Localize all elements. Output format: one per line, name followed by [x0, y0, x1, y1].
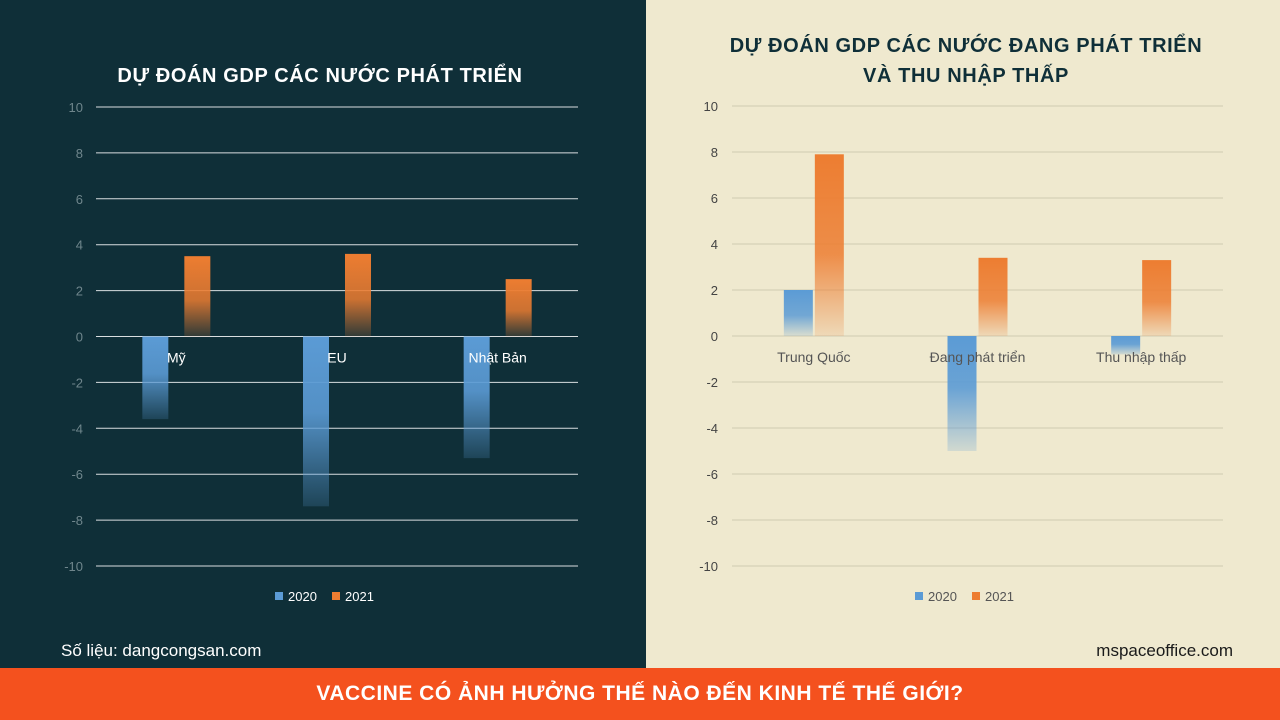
left-chart: 10 8 6 4 2 0 -2 -4 -6 -8 -10 Mỹ EU Nhật Bản 2020 2021: [64, 100, 578, 604]
website-text: mspaceoffice.com: [1096, 641, 1233, 660]
y-tick-label: 2: [711, 283, 718, 298]
bar-2021-1: [184, 256, 211, 337]
y-tick-label: -6: [706, 467, 718, 482]
y-tick-label: -6: [71, 467, 83, 482]
y-tick-label: -4: [706, 421, 718, 436]
bar-2020-1: [783, 290, 813, 336]
y-tick-label: 10: [704, 99, 718, 114]
right-chart-panel: DỰ ĐOÁN GDP CÁC NƯỚC ĐANG PHÁT TRIỂN VÀ …: [646, 0, 1280, 668]
y-tick-label: -10: [699, 559, 718, 574]
bar-2020-3: [463, 336, 490, 459]
y-tick-label: 2: [76, 284, 83, 299]
bar-2021-1: [814, 154, 844, 336]
left-chart-panel: DỰ ĐOÁN GDP CÁC NƯỚC PHÁT TRIỂN 10 8 6 4 2 0 -…: [0, 0, 646, 668]
y-tick-label: 0: [711, 329, 718, 344]
y-tick-label: -2: [71, 375, 83, 390]
legend-swatch-2021: [332, 592, 340, 600]
category-label: Thu nhập thấp: [1096, 349, 1187, 365]
right-chart-title: DỰ ĐOÁN GDP CÁC NƯỚC ĐANG PHÁT TRIỂN VÀ …: [729, 35, 1203, 87]
bar-2021-2: [345, 253, 371, 337]
category-label: Mỹ: [167, 350, 186, 366]
y-tick-label: 6: [711, 191, 718, 206]
bar-2021-2: [978, 257, 1008, 336]
y-tick-label: 6: [76, 192, 83, 207]
legend-swatch-2020: [915, 592, 923, 600]
legend-label-2020: 2020: [288, 589, 317, 604]
bar-2020-2: [947, 336, 977, 451]
category-label: Đang phát triển: [930, 349, 1026, 365]
legend-label-2020: 2020: [928, 589, 957, 604]
y-tick-label: 8: [711, 145, 718, 160]
left-chart-title: DỰ ĐOÁN GDP CÁC NƯỚC PHÁT TRIỂN: [117, 65, 523, 87]
y-tick-label: 10: [69, 100, 83, 115]
category-label: EU: [327, 350, 346, 366]
bar-2020-3: [1111, 336, 1141, 355]
bar-2021-3: [1142, 260, 1172, 336]
y-tick-label: -2: [706, 375, 718, 390]
bar-2020-1: [142, 336, 169, 420]
bar-2020-2: [303, 336, 329, 507]
y-tick-label: -4: [71, 421, 83, 436]
legend-label-2021: 2021: [345, 589, 374, 604]
legend-swatch-2020: [275, 592, 283, 600]
y-tick-label: 0: [76, 330, 83, 345]
y-tick-label: 4: [76, 238, 83, 253]
y-tick-label: -8: [71, 513, 83, 528]
y-tick-label: 4: [711, 237, 718, 252]
banner-text: VACCINE CÓ ẢNH HƯỞNG THẾ NÀO ĐẾN KINH TẾ…: [316, 682, 964, 705]
legend-swatch-2021: [972, 592, 980, 600]
source-text: Số liệu: dangcongsan.com: [61, 641, 262, 660]
y-tick-label: 8: [76, 146, 83, 161]
bottom-banner: VACCINE CÓ ẢNH HƯỞNG THẾ NÀO ĐẾN KINH TẾ…: [0, 668, 1280, 720]
right-chart: 10 8 6 4 2 0 -2 -4 -6 -8 -10 Trung Quốc Đang phát tr…: [699, 99, 1223, 604]
bar-2021-3: [505, 279, 532, 337]
y-tick-label: -10: [64, 559, 83, 574]
legend-label-2021: 2021: [985, 589, 1014, 604]
y-tick-label: -8: [706, 513, 718, 528]
category-label: Trung Quốc: [777, 349, 850, 365]
category-label: Nhật Bản: [468, 350, 526, 366]
